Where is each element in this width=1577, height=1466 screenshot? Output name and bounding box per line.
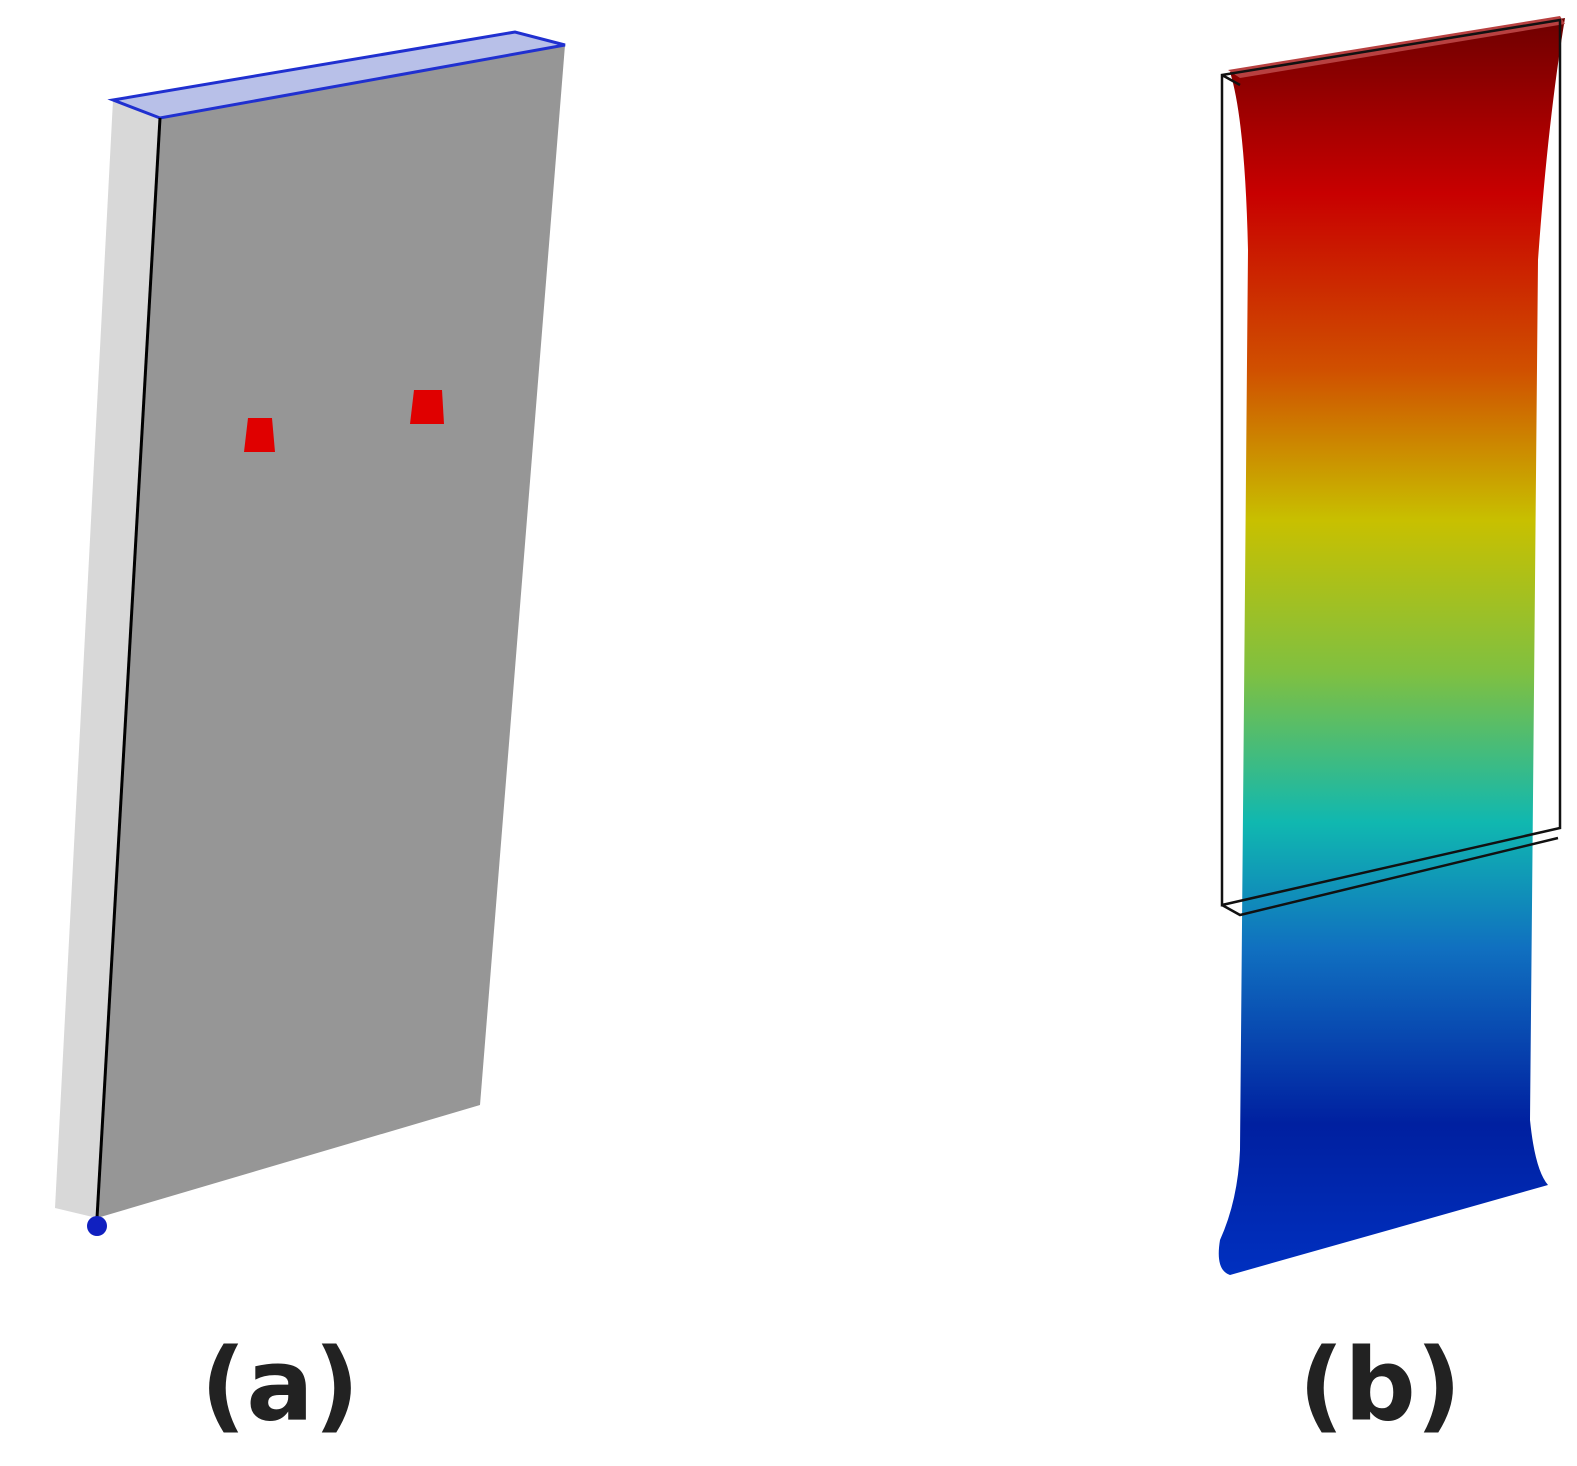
figure: (a) (b) — [0, 0, 1577, 1466]
marker — [410, 390, 444, 424]
support-point — [87, 1216, 107, 1236]
panel-a: (a) — [55, 32, 565, 1443]
front-face — [97, 45, 565, 1218]
deformed-body — [1219, 18, 1565, 1275]
panel-label: (a) — [201, 1326, 360, 1443]
panel-label: (b) — [1299, 1326, 1462, 1443]
marker — [244, 418, 275, 452]
panel-b: (b) — [1219, 16, 1565, 1443]
page: (a) (b) (() => { const data = JSON.parse… — [0, 0, 1577, 1466]
